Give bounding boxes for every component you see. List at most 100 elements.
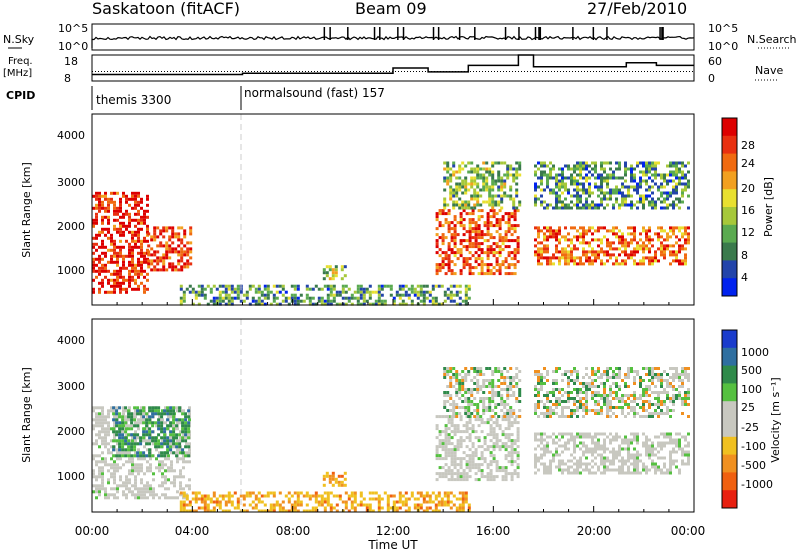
power-cell [486,272,490,276]
power-cell [663,206,666,210]
velocity-cell [254,497,258,501]
velocity-cell [594,394,597,397]
velocity-cell [464,494,468,498]
velocity-cell [98,490,101,494]
velocity-cell [136,442,140,446]
velocity-cell [615,453,618,457]
power-cell [660,253,663,257]
velocity-cell [510,421,514,425]
velocity-cell [176,490,179,494]
power-cell [512,167,516,171]
velocity-cell [663,412,666,415]
power-cell [618,191,621,195]
velocity-cell [203,506,207,510]
power-cell [146,209,149,213]
power-cell [486,248,490,252]
velocity-cell [456,475,460,479]
velocity-cell [383,491,387,495]
power-cell [666,164,669,168]
power-cell [567,259,570,263]
nsky-label: N.Sky [3,33,35,46]
velocity-cell [636,471,639,475]
velocity-cell [549,409,552,412]
velocity-cell [401,500,405,504]
velocity-cell [157,454,161,458]
velocity-cell [181,427,185,431]
power-cell [513,254,517,258]
power-cell [116,245,119,249]
velocity-cell [558,465,561,469]
power-cell [326,293,330,297]
power-cell [131,254,134,258]
velocity-cell [154,436,158,440]
velocity-cell [489,451,493,455]
power-cell [675,170,678,174]
velocity-cell [95,496,98,500]
power-cell [588,244,591,248]
power-cell [684,164,687,168]
velocity-cell [675,370,678,373]
power-cell [567,164,570,168]
power-cell [441,236,445,240]
velocity-cell [603,382,606,385]
power-cell [438,269,442,273]
velocity-cell [107,451,110,455]
power-cell [293,284,297,288]
power-cell [455,191,459,195]
velocity-cell [182,409,185,413]
velocity-cell [134,409,137,413]
velocity-cell [546,444,549,448]
velocity-cell [112,454,116,458]
velocity-cell [136,451,140,455]
power-cell [606,244,609,248]
velocity-cell [325,474,329,478]
power-cell [654,164,657,168]
power-cell [564,164,567,168]
power-cell [485,182,489,186]
velocity-cell [124,430,128,434]
velocity-cell [645,468,648,472]
velocity-cell [101,430,104,434]
velocity-cell [456,445,460,449]
power-cell [446,167,450,171]
power-cell [473,179,477,183]
power-cell [110,191,113,195]
freq-label-1: Freq. [8,56,33,67]
power-cell [449,284,453,288]
power-cell [648,256,651,260]
power-cell [143,269,146,273]
power-cell [177,244,181,248]
velocity-cell [609,459,612,463]
power-cell [95,206,98,210]
velocity-cell [576,379,579,382]
velocity-cell [588,376,591,379]
velocity-cell [468,421,472,425]
velocity-cell [260,500,264,504]
power-cell [260,293,264,297]
velocity-cell [134,493,137,497]
velocity-cell [621,441,624,445]
power-cell [218,293,222,297]
power-cell [125,239,128,243]
velocity-cell [263,509,267,513]
velocity-cell [582,450,585,454]
velocity-cell [648,403,651,406]
velocity-cell [585,367,588,370]
power-cell [491,173,495,177]
velocity-cell [503,415,507,418]
power-cell [606,241,609,245]
power-cell [134,233,137,237]
power-cell [332,296,336,300]
power-cell [122,191,125,195]
velocity-cell [678,376,681,379]
power-cell [645,161,648,165]
velocity-cell [188,484,191,488]
power-cell [501,242,505,246]
velocity-cell [444,457,448,461]
velocity-cell [660,471,663,475]
velocity-cell [468,463,472,467]
power-cell [293,293,297,297]
velocity-cell [639,453,642,457]
power-cell [627,188,630,192]
velocity-cell [597,468,600,472]
